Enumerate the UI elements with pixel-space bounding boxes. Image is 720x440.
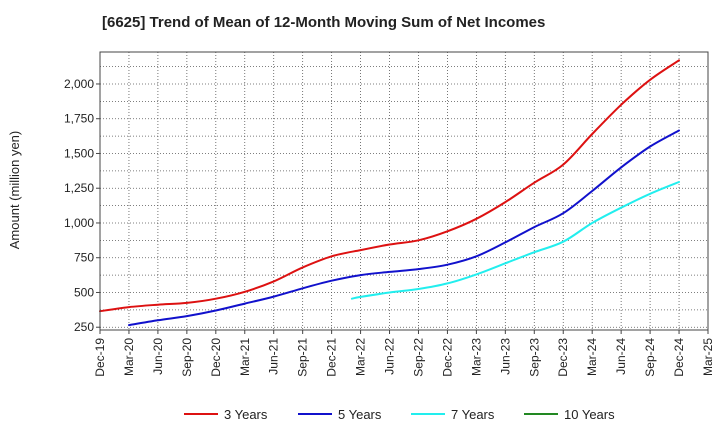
legend: 3 Years 5 Years 7 Years 10 Years xyxy=(184,407,615,422)
y-tick-label: 2,000 xyxy=(64,77,94,91)
x-tick-label: Jun-21 xyxy=(267,338,281,375)
series-line-3-years xyxy=(99,59,680,313)
y-tick-label: 750 xyxy=(74,251,94,265)
x-tick-label: Sep-20 xyxy=(180,338,194,377)
y-tick-label: 1,500 xyxy=(64,146,94,160)
x-tick-label: Dec-22 xyxy=(440,338,454,377)
y-axis-title: Amount (million yen) xyxy=(7,131,22,250)
x-tick-label: Sep-22 xyxy=(411,338,425,377)
x-tick-label: Jun-23 xyxy=(498,338,512,375)
legend-label-3-years: 3 Years xyxy=(224,407,268,422)
y-tick-label: 1,750 xyxy=(64,112,94,126)
x-tick-label: Sep-21 xyxy=(296,338,310,377)
x-tick-label: Mar-22 xyxy=(354,338,368,376)
y-tick-label: 500 xyxy=(74,285,94,299)
legend-label-10-years: 10 Years xyxy=(564,407,615,422)
y-tick-label: 1,000 xyxy=(64,216,94,230)
plot-frame xyxy=(99,51,709,331)
x-tick-label: Sep-23 xyxy=(527,338,541,377)
x-tick-label: Sep-24 xyxy=(643,338,657,377)
series-line-5-years xyxy=(128,129,680,327)
x-tick-label: Mar-21 xyxy=(238,338,252,376)
x-tick-label: Mar-20 xyxy=(122,338,136,376)
x-tick-label: Dec-21 xyxy=(325,338,339,377)
x-tick-label: Dec-20 xyxy=(209,338,223,377)
x-tick-label: Dec-19 xyxy=(93,338,107,377)
chart-title: [6625] Trend of Mean of 12-Month Moving … xyxy=(102,14,546,31)
y-tick-label: 1,250 xyxy=(64,181,94,195)
legend-label-7-years: 7 Years xyxy=(451,407,495,422)
series-line-7-years xyxy=(350,181,680,300)
x-tick-label: Jun-24 xyxy=(614,338,628,375)
x-tick-label: Mar-24 xyxy=(585,338,599,376)
x-tick-label: Dec-24 xyxy=(672,338,686,377)
x-tick-labels: Dec-19 Mar-20 Jun-20 Sep-20 Dec-20 Mar-21 Jun-… xyxy=(93,330,715,377)
x-tick-label: Mar-23 xyxy=(469,338,483,376)
y-tick-label: 250 xyxy=(74,320,94,334)
series-layer xyxy=(99,59,680,327)
x-tick-label: Jun-20 xyxy=(151,338,165,375)
x-tick-label: Dec-23 xyxy=(556,338,570,377)
x-tick-label: Jun-22 xyxy=(383,338,397,375)
legend-label-5-years: 5 Years xyxy=(338,407,382,422)
x-tick-label: Mar-25 xyxy=(701,338,715,376)
y-tick-labels: 250 500 750 1,000 1,250 1,500 1,750 2,000 xyxy=(64,77,100,334)
grid-layer xyxy=(100,52,708,330)
